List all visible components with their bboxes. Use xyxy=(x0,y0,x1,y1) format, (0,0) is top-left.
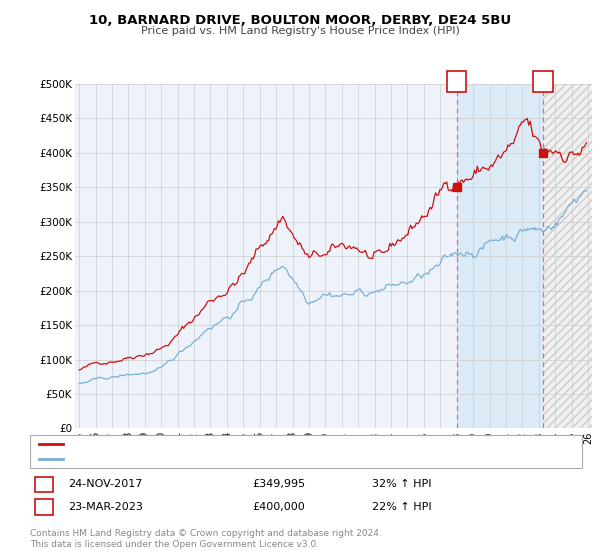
Text: 23-MAR-2023: 23-MAR-2023 xyxy=(68,502,143,512)
Bar xyxy=(543,84,592,428)
Text: HPI: Average price, detached house, South Derbyshire: HPI: Average price, detached house, Sout… xyxy=(69,454,335,464)
Bar xyxy=(543,84,592,428)
Text: Price paid vs. HM Land Registry's House Price Index (HPI): Price paid vs. HM Land Registry's House … xyxy=(140,26,460,36)
Text: Contains HM Land Registry data © Crown copyright and database right 2024.
This d: Contains HM Land Registry data © Crown c… xyxy=(30,529,382,549)
Text: 32% ↑ HPI: 32% ↑ HPI xyxy=(372,479,431,489)
Text: 22% ↑ HPI: 22% ↑ HPI xyxy=(372,502,431,512)
Text: 1: 1 xyxy=(453,74,461,88)
Text: £349,995: £349,995 xyxy=(252,479,305,489)
Text: £400,000: £400,000 xyxy=(252,502,305,512)
Text: 24-NOV-2017: 24-NOV-2017 xyxy=(68,479,142,489)
Bar xyxy=(457,84,543,428)
Text: 2: 2 xyxy=(539,74,547,88)
Text: 10, BARNARD DRIVE, BOULTON MOOR, DERBY, DE24 5BU: 10, BARNARD DRIVE, BOULTON MOOR, DERBY, … xyxy=(89,14,511,27)
Text: 2: 2 xyxy=(40,502,47,512)
Text: 10, BARNARD DRIVE, BOULTON MOOR, DERBY, DE24 5BU (detached house): 10, BARNARD DRIVE, BOULTON MOOR, DERBY, … xyxy=(69,439,440,449)
Text: 1: 1 xyxy=(40,479,47,489)
